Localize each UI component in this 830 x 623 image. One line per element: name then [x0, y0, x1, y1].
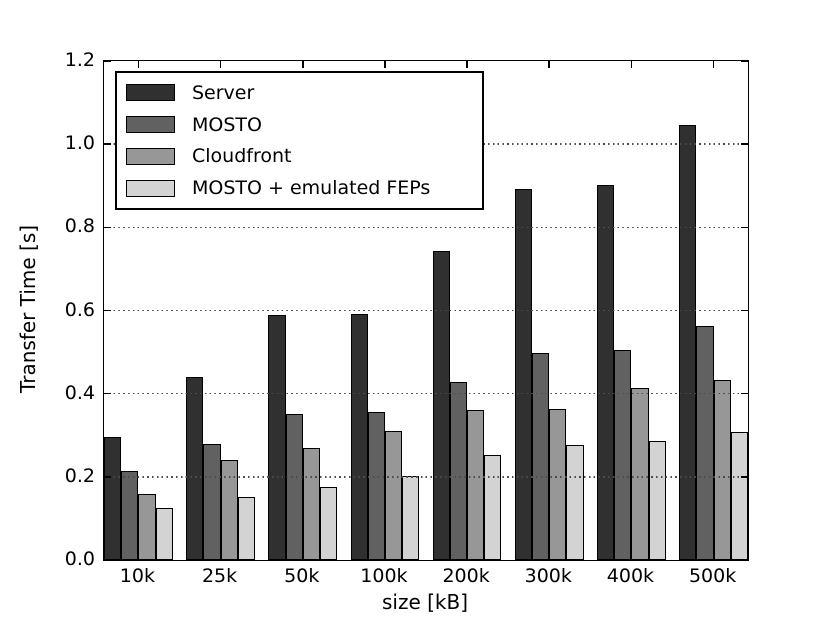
bar-server-50k — [268, 314, 286, 560]
x-tick-top — [548, 61, 551, 68]
bar-server-500k — [679, 125, 697, 560]
legend-swatch-server — [126, 84, 175, 102]
x-tick-label: 10k — [119, 565, 155, 587]
bar-mosto-emulated-feps-50k — [319, 486, 338, 560]
x-tick-label: 25k — [201, 565, 238, 587]
bar-mosto-10k — [121, 471, 139, 560]
x-tick-label: 400k — [606, 565, 655, 587]
x-tick-top — [630, 61, 633, 68]
y-tick-right — [741, 559, 748, 561]
x-tick-label: 200k — [442, 565, 490, 587]
x-tick-bottom — [548, 553, 551, 560]
y-tick-label: 0.0 — [64, 548, 95, 570]
x-tick-bottom — [137, 553, 140, 560]
bar-mosto-50k — [285, 414, 303, 560]
bar-cloudfront-25k — [220, 460, 238, 560]
x-tick-label: 100k — [360, 565, 408, 587]
x-axis-label: size [kB] — [381, 590, 469, 614]
x-tick-top — [466, 61, 468, 68]
bar-server-400k — [597, 184, 615, 560]
bar-mosto-emulated-feps-500k — [730, 432, 748, 560]
x-tick-bottom — [630, 553, 633, 560]
x-tick-top — [219, 61, 222, 68]
x-tick-bottom — [301, 553, 304, 560]
bar-server-10k — [104, 437, 122, 560]
legend-label: Cloudfront — [192, 145, 292, 168]
legend: Server MOSTO Cloudfront MOSTO + emulated… — [115, 71, 484, 210]
bar-cloudfront-100k — [384, 431, 403, 560]
x-tick-label: 50k — [284, 565, 320, 587]
y-tick-label: 0.8 — [64, 215, 95, 238]
y-tick-label: 0.6 — [64, 298, 95, 321]
y-tick-right — [741, 476, 748, 478]
bar-mosto-100k — [367, 411, 385, 560]
legend-label: MOSTO — [192, 113, 262, 136]
legend-item: MOSTO + emulated FEPs — [126, 172, 482, 204]
y-tick-label: 0.2 — [64, 464, 95, 487]
bar-mosto-emulated-feps-100k — [402, 475, 420, 560]
bar-mosto-emulated-feps-25k — [237, 497, 255, 560]
y-tick-left — [104, 392, 111, 395]
x-tick-bottom — [712, 553, 715, 560]
bar-mosto-emulated-feps-400k — [648, 440, 666, 560]
y-tick-label: 1.0 — [64, 132, 95, 155]
bar-mosto-200k — [449, 382, 468, 560]
y-tick-right — [741, 392, 748, 395]
gridline-y-0.2 — [104, 476, 748, 478]
y-tick-left — [104, 143, 111, 145]
bar-mosto-emulated-feps-200k — [484, 454, 502, 560]
bar-cloudfront-200k — [467, 409, 485, 560]
bar-cloudfront-500k — [713, 379, 731, 560]
legend-label: MOSTO + emulated FEPs — [192, 177, 431, 200]
x-tick-top — [137, 61, 140, 68]
legend-item: Cloudfront — [126, 141, 482, 173]
y-tick-right — [741, 226, 748, 229]
bar-cloudfront-10k — [138, 493, 156, 560]
x-tick-top — [384, 61, 386, 68]
y-tick-right — [741, 60, 748, 62]
bar-server-300k — [514, 188, 533, 560]
x-tick-top — [712, 61, 715, 68]
bar-cloudfront-300k — [549, 409, 567, 560]
x-tick-top — [301, 61, 304, 68]
bar-mosto-emulated-feps-300k — [566, 445, 584, 560]
plot-area: Server MOSTO Cloudfront MOSTO + emulated… — [103, 60, 749, 561]
bar-cloudfront-400k — [631, 387, 649, 560]
y-tick-left — [104, 559, 111, 561]
x-tick-bottom — [384, 553, 386, 560]
x-tick-label: 500k — [688, 565, 737, 587]
gridline-y-0.8 — [104, 226, 748, 229]
legend-swatch-cloudfront — [126, 147, 175, 165]
bar-mosto-400k — [614, 350, 632, 560]
legend-swatch-mosto-feps — [126, 179, 175, 197]
y-tick-left — [104, 226, 111, 229]
bar-cloudfront-50k — [302, 448, 320, 560]
y-tick-right — [741, 143, 748, 145]
y-tick-label: 0.4 — [64, 381, 95, 404]
bar-server-200k — [432, 251, 450, 560]
y-tick-left — [104, 60, 111, 62]
bar-mosto-300k — [532, 352, 550, 560]
gridline-y-0.6 — [104, 309, 748, 312]
x-tick-bottom — [219, 553, 222, 560]
y-tick-left — [104, 476, 111, 478]
legend-label: Server — [192, 81, 255, 104]
x-tick-bottom — [466, 553, 468, 560]
y-axis-label: Transfer Time [s] — [16, 224, 40, 394]
legend-swatch-mosto — [126, 116, 175, 134]
bar-mosto-emulated-feps-10k — [155, 508, 173, 560]
bar-server-100k — [350, 313, 368, 560]
bar-mosto-500k — [696, 325, 714, 560]
legend-item: MOSTO — [126, 109, 482, 141]
legend-item: Server — [126, 77, 482, 109]
y-tick-label: 1.2 — [64, 49, 95, 71]
gridline-y-0.4 — [104, 392, 748, 395]
y-tick-right — [741, 309, 748, 312]
y-tick-left — [104, 309, 111, 312]
x-tick-label: 300k — [524, 565, 572, 587]
bar-server-25k — [186, 377, 204, 560]
bar-mosto-25k — [203, 443, 221, 560]
